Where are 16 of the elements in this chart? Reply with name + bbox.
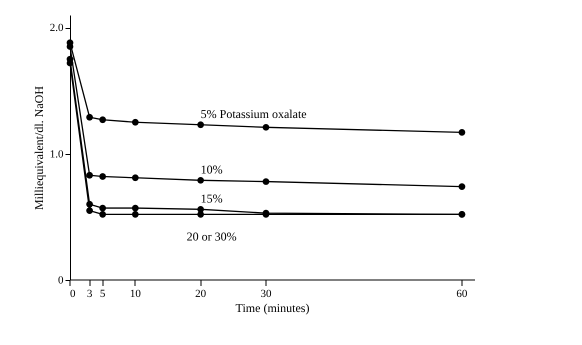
- series-label: 20 or 30%: [186, 229, 237, 244]
- series-label: 15%: [200, 191, 223, 206]
- x-tick-label: 60: [456, 288, 468, 300]
- x-tick-label: 0: [70, 288, 76, 300]
- x-tick-label: 20: [195, 288, 207, 300]
- y-axis-title: Milliequivalent/dl. NaOH: [32, 86, 46, 210]
- y-tick-label: 1.0: [50, 148, 64, 160]
- series-label: 10%: [200, 162, 223, 176]
- y-tick-label: 2.0: [50, 22, 64, 34]
- series-label: 5% Potassium oxalate: [200, 106, 307, 121]
- x-tick-label: 5: [100, 288, 106, 300]
- x-tick-label: 30: [260, 288, 272, 300]
- x-tick-label: 3: [86, 288, 93, 300]
- x-tick-label: 10: [130, 288, 142, 300]
- y-tick-label: 0: [58, 274, 64, 286]
- x-axis-title: Time (minutes): [236, 301, 310, 315]
